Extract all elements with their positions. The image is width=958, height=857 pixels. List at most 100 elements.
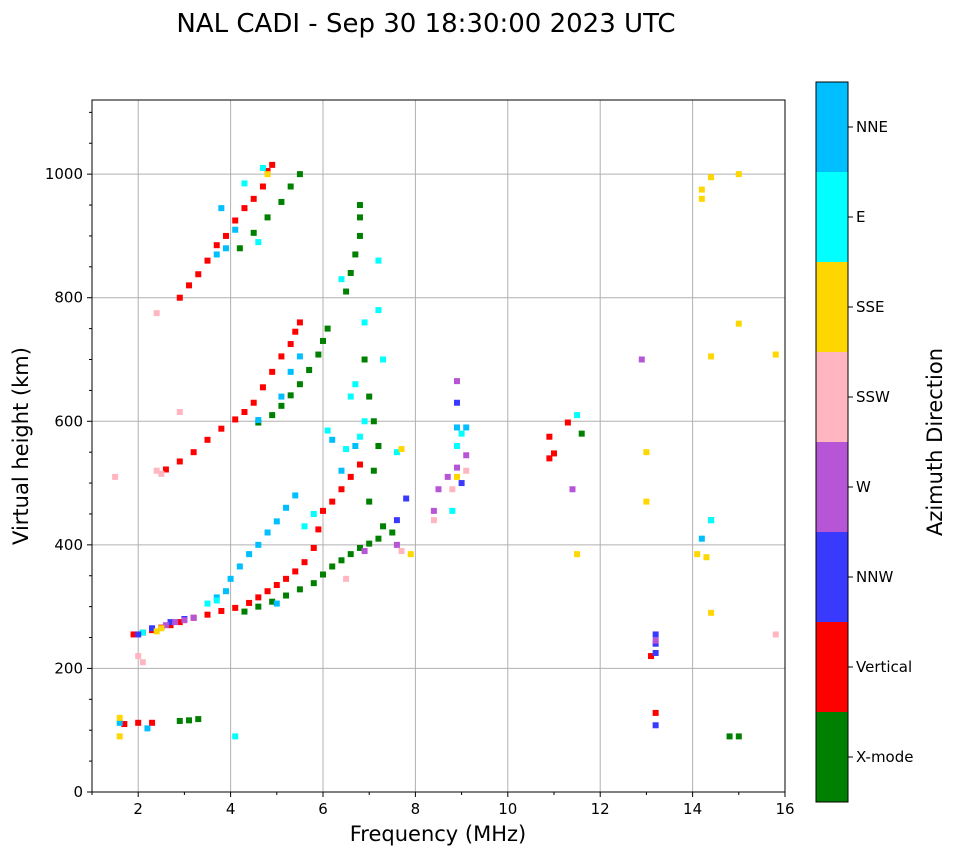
colorbar-label-w: W — [856, 478, 871, 496]
data-point — [356, 461, 363, 468]
data-point — [186, 717, 193, 724]
data-point — [347, 393, 354, 400]
data-point — [283, 575, 290, 582]
data-point — [343, 446, 350, 453]
data-point — [652, 637, 659, 644]
data-point — [222, 588, 229, 595]
data-point — [310, 544, 317, 551]
data-point — [370, 418, 377, 425]
data-point — [698, 535, 705, 542]
data-point — [241, 608, 248, 615]
data-point — [453, 473, 460, 480]
data-point — [324, 325, 331, 332]
data-point — [694, 551, 701, 558]
data-point — [772, 351, 779, 358]
data-point — [366, 393, 373, 400]
x-tick-label: 16 — [775, 800, 794, 818]
colorbar-label-e: E — [856, 208, 865, 226]
data-point — [176, 409, 183, 416]
data-point — [269, 598, 276, 605]
data-point — [638, 356, 645, 363]
data-point — [116, 714, 123, 721]
data-point — [195, 271, 202, 278]
x-tick-label: 8 — [411, 800, 421, 818]
data-point — [162, 466, 169, 473]
data-point — [652, 631, 659, 638]
data-point — [172, 619, 179, 626]
colorbar: X-mode Vertical NNW W SSW SSE E NNE — [815, 81, 913, 803]
y-tick-label: 0 — [73, 783, 83, 801]
data-point — [264, 588, 271, 595]
data-point — [116, 733, 123, 740]
data-point — [361, 319, 368, 326]
data-point — [283, 592, 290, 599]
data-point — [167, 622, 174, 629]
data-point — [449, 486, 456, 493]
data-point — [292, 492, 299, 499]
colorbar-segment — [816, 82, 848, 172]
data-point — [453, 378, 460, 385]
data-point — [287, 183, 294, 190]
data-point — [269, 368, 276, 375]
data-point — [453, 443, 460, 449]
colorbar-label-vertical: Vertical — [856, 658, 912, 676]
data-point — [393, 541, 400, 548]
data-point — [158, 625, 165, 632]
data-point — [232, 217, 239, 224]
data-point — [246, 551, 253, 558]
x-axis-label: Frequency (MHz) — [350, 822, 526, 846]
chart-title: NAL CADI - Sep 30 18:30:00 2023 UTC — [176, 9, 675, 39]
data-point — [698, 195, 705, 202]
data-point — [259, 183, 266, 190]
data-point — [463, 467, 470, 474]
data-point — [190, 614, 197, 621]
data-point — [329, 436, 336, 443]
data-point — [241, 205, 248, 212]
data-point — [708, 609, 715, 616]
data-point — [204, 257, 211, 264]
colorbar-segment — [816, 442, 848, 532]
data-point — [112, 473, 119, 480]
series-sse — [116, 171, 779, 740]
data-point — [315, 526, 322, 533]
y-tick-label: 400 — [54, 536, 83, 554]
data-point — [361, 548, 368, 555]
data-point — [273, 582, 280, 589]
data-point — [643, 498, 650, 505]
data-point — [255, 603, 262, 610]
data-point — [255, 541, 262, 548]
data-point — [463, 452, 470, 459]
data-point — [241, 409, 248, 416]
data-point — [453, 424, 460, 431]
data-point — [204, 611, 211, 618]
colorbar-label-x-mode: X-mode — [856, 748, 913, 766]
data-point — [190, 449, 197, 456]
data-point — [232, 416, 239, 423]
data-point — [135, 653, 142, 660]
data-point — [153, 628, 160, 635]
data-point — [643, 449, 650, 456]
data-point — [463, 424, 470, 431]
data-point — [735, 733, 742, 740]
data-point — [232, 733, 239, 740]
data-point — [366, 498, 373, 505]
data-point — [347, 270, 354, 276]
data-point — [574, 412, 581, 419]
data-point — [278, 402, 285, 409]
series-x-mode — [176, 171, 742, 740]
data-point — [356, 202, 363, 209]
data-point — [278, 198, 285, 205]
data-point — [264, 171, 271, 178]
data-point — [301, 523, 308, 530]
data-point — [264, 168, 271, 175]
data-point — [356, 544, 363, 551]
data-point — [264, 214, 271, 221]
data-point — [218, 607, 225, 614]
series-ssw — [112, 310, 779, 666]
data-point — [232, 226, 239, 233]
data-point — [135, 631, 142, 638]
data-point — [329, 498, 336, 505]
data-point — [375, 443, 382, 449]
data-point — [269, 412, 276, 419]
data-point — [292, 328, 299, 335]
